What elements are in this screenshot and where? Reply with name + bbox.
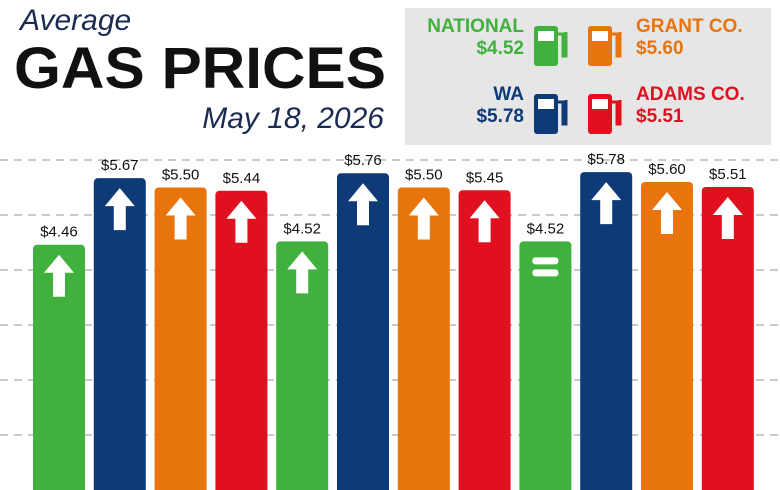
value-label: $5.50 [405,167,443,184]
title-small: Average [18,4,131,37]
value-label: $5.50 [162,167,200,184]
bar [93,178,146,490]
pump-hose [612,100,622,126]
pump-window [538,31,554,41]
legend-value: $4.52 [476,38,524,59]
pump-hose [558,100,568,126]
trend-arrow [165,197,196,240]
legend-name: WA [493,84,524,105]
bar [701,186,754,490]
legend-entry: NATIONAL$4.52 [427,16,568,66]
bar [276,241,329,490]
legend-value: $5.78 [476,106,524,127]
legend-name: ADAMS CO. [636,84,745,105]
value-label: $5.51 [709,166,747,183]
legend-value: $5.60 [636,38,684,59]
bar [641,182,693,490]
bar [337,173,389,490]
legend-entry: GRANT CO.$5.60 [588,16,743,66]
bar [33,244,85,490]
trend-arrow [408,197,439,240]
bar [458,190,511,490]
trend-arrow [469,200,500,243]
chart-title: GAS PRICES [14,36,386,101]
value-label: $4.52 [283,220,321,237]
value-label: $4.52 [527,220,565,237]
bar [215,190,268,490]
trend-arrow [44,254,74,297]
value-label: $5.45 [466,169,504,186]
bars: $4.46 $5.67 $5.50 $5.44 $4.52 $5.76 $5.50 $5.45… [33,151,754,490]
pump-hose [558,32,568,58]
trend-arrow [287,251,318,294]
pump-window [538,99,554,109]
bar [397,187,450,490]
value-label: $5.76 [344,152,382,169]
legend-entry: ADAMS CO.$5.51 [588,84,745,134]
trend-arrow [712,196,743,239]
value-label: $5.78 [587,151,625,168]
subtitle: May 18, 2026 [202,102,384,135]
value-label: $5.60 [648,161,686,178]
legend-name: GRANT CO. [636,16,743,37]
legend-entry: WA$5.78 [476,84,568,134]
value-label: $4.46 [40,224,78,241]
bar [519,241,572,490]
trend-arrow [652,192,682,234]
trend-arrow [226,200,257,243]
trend-arrow [348,183,378,226]
trend-arrow [591,182,622,225]
trend-arrow [104,188,135,231]
legend: NATIONAL$4.52 WA$5.78 GRANT CO.$5.60 ADAMS … [427,16,745,134]
pump-hose [612,32,622,58]
legend-value: $5.51 [636,106,684,127]
value-label: $5.67 [101,157,139,174]
value-label: $5.44 [223,170,261,187]
trend-equal [532,257,559,265]
legend-name: NATIONAL [427,16,524,37]
pump-window [592,99,608,109]
trend-equal [532,269,559,277]
pump-window [592,31,608,41]
bar [580,172,633,490]
bar [154,187,207,490]
